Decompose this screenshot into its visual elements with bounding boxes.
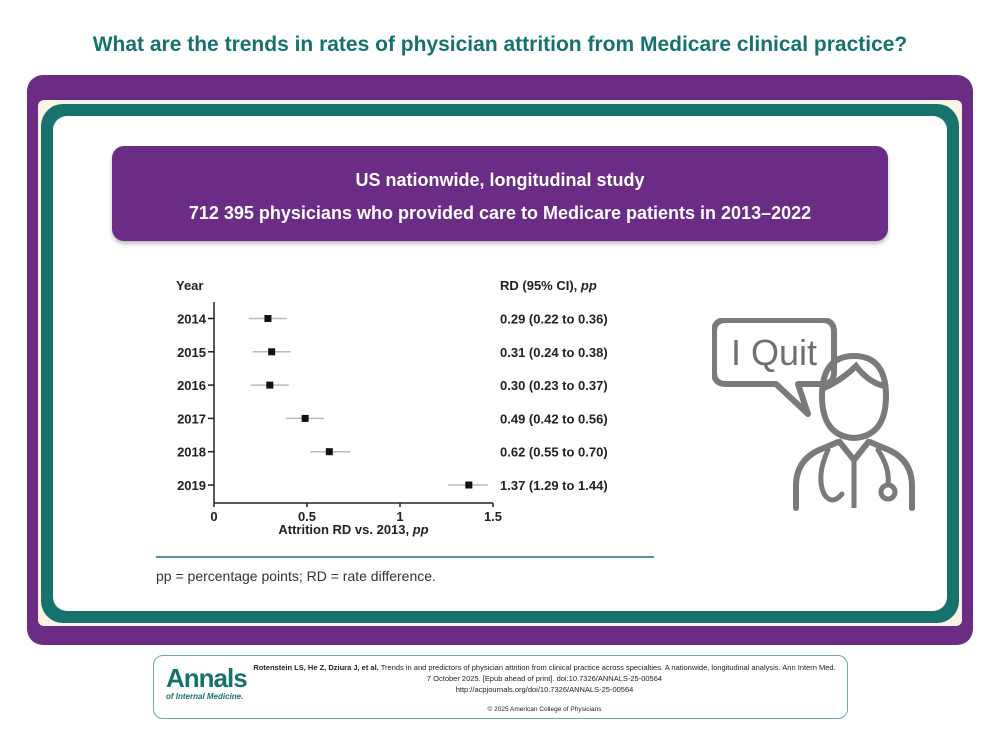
x-tick-label: 1 [396, 509, 403, 524]
ci-value: 0.49 (0.42 to 0.56) [500, 411, 608, 426]
citation-url[interactable]: http://acpjournals.org/doi/10.7326/ANNAL… [455, 685, 634, 694]
year-label: 2019 [177, 478, 206, 493]
year-label: 2015 [177, 345, 206, 360]
citation-box: Annals of Internal Medicine. Rotenstein … [153, 655, 848, 719]
year-label: 2018 [177, 445, 206, 460]
citation-reference: Trends in and predictors of physician at… [380, 663, 836, 683]
point-estimate [268, 348, 276, 356]
quitting-doctor-illustration: I Quit [711, 317, 922, 523]
annals-logo: Annals of Internal Medicine. [166, 663, 248, 701]
year-label: 2014 [177, 312, 207, 327]
x-tick-label: 0 [210, 509, 217, 524]
doctor-icon: I Quit [711, 317, 915, 511]
ci-value: 0.29 (0.22 to 0.36) [500, 312, 608, 327]
point-estimate [264, 315, 272, 322]
citation-authors: Rotenstein LS, He Z, Dziura J, et al. [253, 663, 379, 672]
citation-text: Rotenstein LS, He Z, Dziura J, et al. Tr… [252, 662, 837, 695]
ci-header: RD (95% CI), pp [500, 278, 597, 293]
stethoscope-icon [818, 447, 845, 503]
ci-value: 0.31 (0.24 to 0.38) [500, 345, 608, 360]
ci-value: 0.62 (0.55 to 0.70) [500, 445, 608, 460]
ci-value: 1.37 (1.29 to 1.44) [500, 478, 608, 493]
year-label: 2016 [177, 378, 206, 393]
body-icon [793, 439, 915, 511]
row-header: Year [176, 278, 203, 293]
copyright: © 2025 American College of Physicians [487, 706, 602, 713]
x-axis-label: Attrition RD vs. 2013, pp [278, 522, 428, 537]
point-estimate [301, 414, 309, 422]
head-icon [818, 352, 890, 442]
study-summary-box: US nationwide, longitudinal study 712 39… [112, 146, 888, 241]
x-tick-label: 0.5 [298, 509, 316, 524]
x-tick-label: 1.5 [484, 509, 502, 524]
point-estimate [465, 481, 473, 489]
study-population: 712 395 physicians who provided care to … [188, 203, 812, 223]
point-estimate [266, 381, 274, 389]
study-design: US nationwide, longitudinal study [355, 170, 645, 190]
footnote: pp = percentage points; RD = rate differ… [156, 568, 436, 584]
page-title: What are the trends in rates of physicia… [92, 33, 908, 56]
point-estimate [325, 448, 333, 456]
speech-bubble-icon [711, 317, 837, 417]
ci-value: 0.30 (0.23 to 0.37) [500, 378, 608, 393]
speech-text: I Quit [731, 332, 817, 373]
year-label: 2017 [177, 411, 206, 426]
